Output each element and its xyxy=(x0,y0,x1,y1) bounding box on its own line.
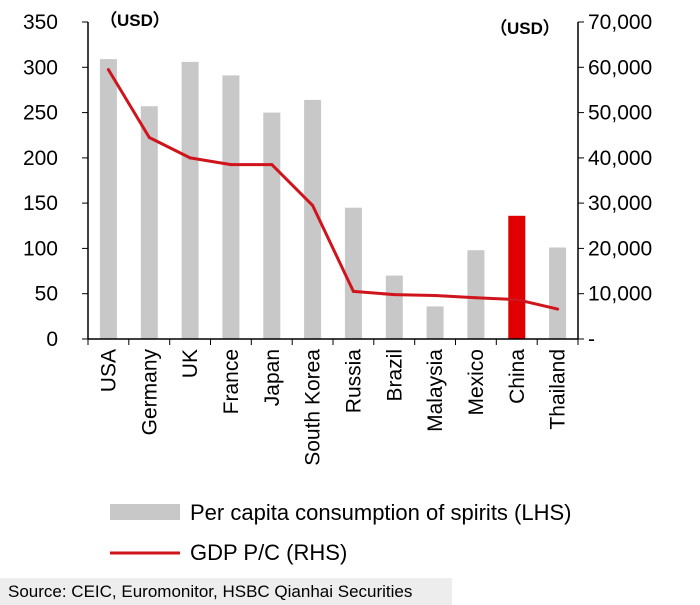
x-tick-label: France xyxy=(220,349,243,414)
bar-brazil xyxy=(385,275,403,339)
bar-mexico xyxy=(467,250,485,339)
left-tick-label: 350 xyxy=(23,11,58,34)
source-note: Source: CEIC, Euromonitor, HSBC Qianhai … xyxy=(0,578,452,605)
gdp-point-thailand xyxy=(556,307,560,311)
right-tick-label: 10,000 xyxy=(588,283,652,306)
bar-malaysia xyxy=(426,306,444,339)
x-tick-label: Mexico xyxy=(465,349,488,416)
x-tick-label: Malaysia xyxy=(424,349,447,432)
axes-group xyxy=(82,21,584,345)
gdp-point-usa xyxy=(106,68,110,72)
bar-south-korea xyxy=(304,99,322,340)
right-tick-label: 40,000 xyxy=(588,147,652,170)
right-tick-label: 30,000 xyxy=(588,192,652,215)
x-tick-label: South Korea xyxy=(302,349,325,466)
left-tick-label: 100 xyxy=(23,237,58,260)
gdp-point-brazil xyxy=(392,293,396,297)
gdp-point-japan xyxy=(270,163,274,167)
x-tick-label: Thailand xyxy=(547,349,570,430)
x-tick-label: Japan xyxy=(261,349,284,406)
gdp-point-china xyxy=(515,298,519,302)
left-axis-unit: （USD） xyxy=(100,10,170,30)
x-tick-label: China xyxy=(506,349,529,404)
gdp-point-south-korea xyxy=(311,203,315,207)
bar-usa xyxy=(99,59,117,339)
bar-thailand xyxy=(549,247,567,339)
gdp-line xyxy=(107,68,558,311)
x-tick-label: Germany xyxy=(138,349,161,436)
x-tick-label: UK xyxy=(179,349,202,378)
bar-russia xyxy=(344,207,362,339)
right-tick-label: - xyxy=(588,328,595,351)
left-tick-label: 200 xyxy=(23,147,58,170)
x-tick-label: USA xyxy=(97,349,120,392)
bars-group xyxy=(99,59,567,340)
left-tick-label: 250 xyxy=(23,102,58,125)
right-tick-label: 60,000 xyxy=(588,56,652,79)
left-tick-label: 300 xyxy=(23,56,58,79)
legend-line-label: GDP P/C (RHS) xyxy=(190,540,347,565)
left-tick-label: 0 xyxy=(46,328,58,351)
gdp-point-malaysia xyxy=(433,294,437,297)
gdp-point-russia xyxy=(351,289,355,293)
left-tick-label: 150 xyxy=(23,192,58,215)
legend-bar-label: Per capita consumption of spirits (LHS) xyxy=(190,500,572,525)
right-tick-label: 70,000 xyxy=(588,11,652,34)
left-tick-label: 50 xyxy=(35,283,58,306)
legend: Per capita consumption of spirits (LHS) … xyxy=(110,500,572,565)
gdp-point-uk xyxy=(188,156,192,160)
right-tick-label: 50,000 xyxy=(588,102,652,125)
x-tick-label: Russia xyxy=(342,349,365,414)
bar-japan xyxy=(263,112,281,339)
labels-group: 0 50 100 150 200 250 300 350 - 10,000 20,000 30,000… xyxy=(23,11,652,466)
right-axis-unit: （USD） xyxy=(490,18,560,38)
right-tick-label: 20,000 xyxy=(588,237,652,260)
bar-germany xyxy=(140,106,158,339)
line-group xyxy=(106,68,560,311)
x-tick-label: Brazil xyxy=(383,349,406,402)
gdp-point-france xyxy=(229,163,233,167)
legend-bar-swatch xyxy=(110,504,180,520)
bar-china xyxy=(508,215,526,339)
bar-france xyxy=(222,75,240,340)
gdp-point-germany xyxy=(147,136,151,139)
bar-uk xyxy=(181,61,199,340)
gdp-point-mexico xyxy=(474,296,478,300)
